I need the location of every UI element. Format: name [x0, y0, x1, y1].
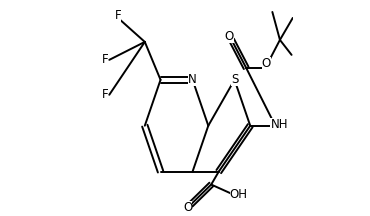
- Text: NH: NH: [270, 118, 288, 131]
- Text: O: O: [183, 201, 192, 214]
- Text: OH: OH: [230, 188, 248, 201]
- Text: N: N: [188, 73, 197, 86]
- Text: O: O: [225, 30, 234, 43]
- Text: F: F: [102, 53, 108, 66]
- Text: F: F: [102, 88, 108, 101]
- Text: F: F: [115, 9, 121, 22]
- Text: S: S: [231, 73, 238, 86]
- Text: O: O: [262, 57, 271, 70]
